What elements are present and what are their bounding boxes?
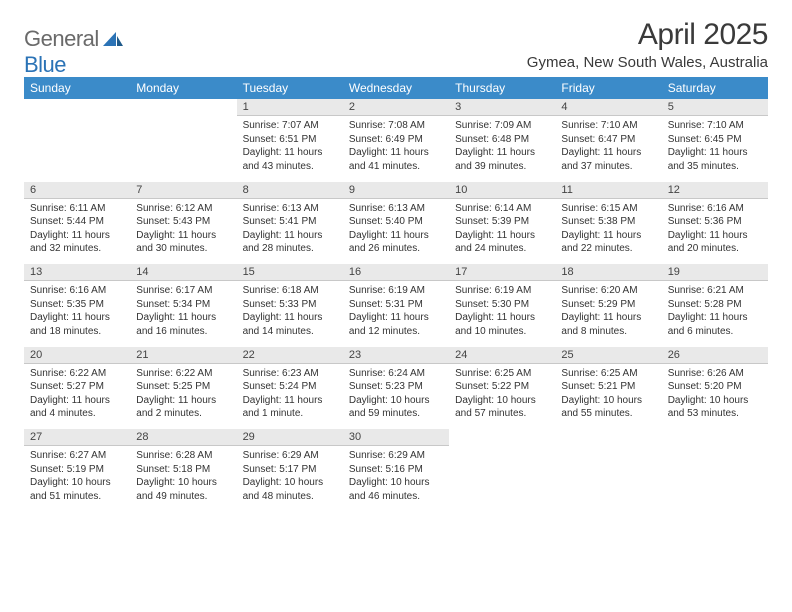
header: General April 2025 Gymea, New South Wale… [24,18,768,71]
day-detail: Sunrise: 7:09 AMSunset: 6:48 PMDaylight:… [449,116,555,182]
day-number: 3 [449,99,555,116]
day-detail: Sunrise: 6:20 AMSunset: 5:29 PMDaylight:… [555,281,661,347]
day-detail: Sunrise: 6:22 AMSunset: 5:27 PMDaylight:… [24,363,130,429]
empty-cell [449,446,555,512]
day-content-row: Sunrise: 6:27 AMSunset: 5:19 PMDaylight:… [24,446,768,512]
day-header: Monday [130,77,236,99]
day-number-row: 20212223242526 [24,347,768,364]
day-header: Thursday [449,77,555,99]
day-header: Sunday [24,77,130,99]
day-detail: Sunrise: 6:29 AMSunset: 5:17 PMDaylight:… [237,446,343,512]
day-header: Friday [555,77,661,99]
day-number: 16 [343,264,449,281]
empty-cell [555,446,661,512]
day-number-row: 27282930 [24,429,768,446]
day-number: 4 [555,99,661,116]
day-number: 10 [449,182,555,199]
day-number: 29 [237,429,343,446]
empty-cell [24,99,130,116]
day-detail: Sunrise: 6:15 AMSunset: 5:38 PMDaylight:… [555,198,661,264]
day-number: 27 [24,429,130,446]
day-detail: Sunrise: 7:07 AMSunset: 6:51 PMDaylight:… [237,116,343,182]
day-content-row: Sunrise: 7:07 AMSunset: 6:51 PMDaylight:… [24,116,768,182]
day-number: 21 [130,347,236,364]
logo-text-blue: Blue [24,52,66,78]
day-detail: Sunrise: 6:21 AMSunset: 5:28 PMDaylight:… [662,281,768,347]
day-number: 30 [343,429,449,446]
calendar-table: SundayMondayTuesdayWednesdayThursdayFrid… [24,77,768,512]
day-number-row: 12345 [24,99,768,116]
day-number: 14 [130,264,236,281]
day-number-row: 6789101112 [24,182,768,199]
day-number: 13 [24,264,130,281]
day-number: 28 [130,429,236,446]
day-detail: Sunrise: 6:17 AMSunset: 5:34 PMDaylight:… [130,281,236,347]
day-detail: Sunrise: 6:19 AMSunset: 5:31 PMDaylight:… [343,281,449,347]
day-detail: Sunrise: 6:16 AMSunset: 5:36 PMDaylight:… [662,198,768,264]
day-number: 24 [449,347,555,364]
day-number: 5 [662,99,768,116]
day-detail: Sunrise: 7:08 AMSunset: 6:49 PMDaylight:… [343,116,449,182]
day-detail: Sunrise: 6:22 AMSunset: 5:25 PMDaylight:… [130,363,236,429]
day-detail: Sunrise: 6:25 AMSunset: 5:21 PMDaylight:… [555,363,661,429]
day-detail: Sunrise: 6:14 AMSunset: 5:39 PMDaylight:… [449,198,555,264]
day-detail: Sunrise: 6:23 AMSunset: 5:24 PMDaylight:… [237,363,343,429]
day-number: 18 [555,264,661,281]
day-number: 6 [24,182,130,199]
day-detail: Sunrise: 6:25 AMSunset: 5:22 PMDaylight:… [449,363,555,429]
empty-cell [662,429,768,446]
empty-cell [130,116,236,182]
title-block: April 2025 Gymea, New South Wales, Austr… [527,18,768,71]
day-detail: Sunrise: 6:12 AMSunset: 5:43 PMDaylight:… [130,198,236,264]
day-header: Tuesday [237,77,343,99]
month-title: April 2025 [527,18,768,52]
day-detail: Sunrise: 6:11 AMSunset: 5:44 PMDaylight:… [24,198,130,264]
day-number: 15 [237,264,343,281]
empty-cell [555,429,661,446]
day-number: 22 [237,347,343,364]
day-detail: Sunrise: 6:26 AMSunset: 5:20 PMDaylight:… [662,363,768,429]
location-text: Gymea, New South Wales, Australia [527,54,768,71]
day-detail: Sunrise: 6:24 AMSunset: 5:23 PMDaylight:… [343,363,449,429]
day-number: 19 [662,264,768,281]
day-number: 9 [343,182,449,199]
day-number: 12 [662,182,768,199]
empty-cell [449,429,555,446]
calendar-header-row: SundayMondayTuesdayWednesdayThursdayFrid… [24,77,768,99]
day-number: 1 [237,99,343,116]
day-number-row: 13141516171819 [24,264,768,281]
day-number: 20 [24,347,130,364]
day-detail: Sunrise: 6:16 AMSunset: 5:35 PMDaylight:… [24,281,130,347]
day-detail: Sunrise: 6:28 AMSunset: 5:18 PMDaylight:… [130,446,236,512]
day-detail: Sunrise: 6:19 AMSunset: 5:30 PMDaylight:… [449,281,555,347]
day-number: 17 [449,264,555,281]
day-detail: Sunrise: 7:10 AMSunset: 6:47 PMDaylight:… [555,116,661,182]
day-detail: Sunrise: 6:18 AMSunset: 5:33 PMDaylight:… [237,281,343,347]
day-detail: Sunrise: 6:27 AMSunset: 5:19 PMDaylight:… [24,446,130,512]
day-header: Wednesday [343,77,449,99]
empty-cell [130,99,236,116]
day-number: 25 [555,347,661,364]
empty-cell [662,446,768,512]
day-number: 7 [130,182,236,199]
day-detail: Sunrise: 7:10 AMSunset: 6:45 PMDaylight:… [662,116,768,182]
day-number: 11 [555,182,661,199]
day-number: 26 [662,347,768,364]
day-number: 8 [237,182,343,199]
empty-cell [24,116,130,182]
day-detail: Sunrise: 6:29 AMSunset: 5:16 PMDaylight:… [343,446,449,512]
day-number: 2 [343,99,449,116]
day-detail: Sunrise: 6:13 AMSunset: 5:40 PMDaylight:… [343,198,449,264]
day-content-row: Sunrise: 6:16 AMSunset: 5:35 PMDaylight:… [24,281,768,347]
day-content-row: Sunrise: 6:22 AMSunset: 5:27 PMDaylight:… [24,363,768,429]
day-content-row: Sunrise: 6:11 AMSunset: 5:44 PMDaylight:… [24,198,768,264]
day-number: 23 [343,347,449,364]
day-header: Saturday [662,77,768,99]
day-detail: Sunrise: 6:13 AMSunset: 5:41 PMDaylight:… [237,198,343,264]
logo-sail-icon [103,32,123,46]
